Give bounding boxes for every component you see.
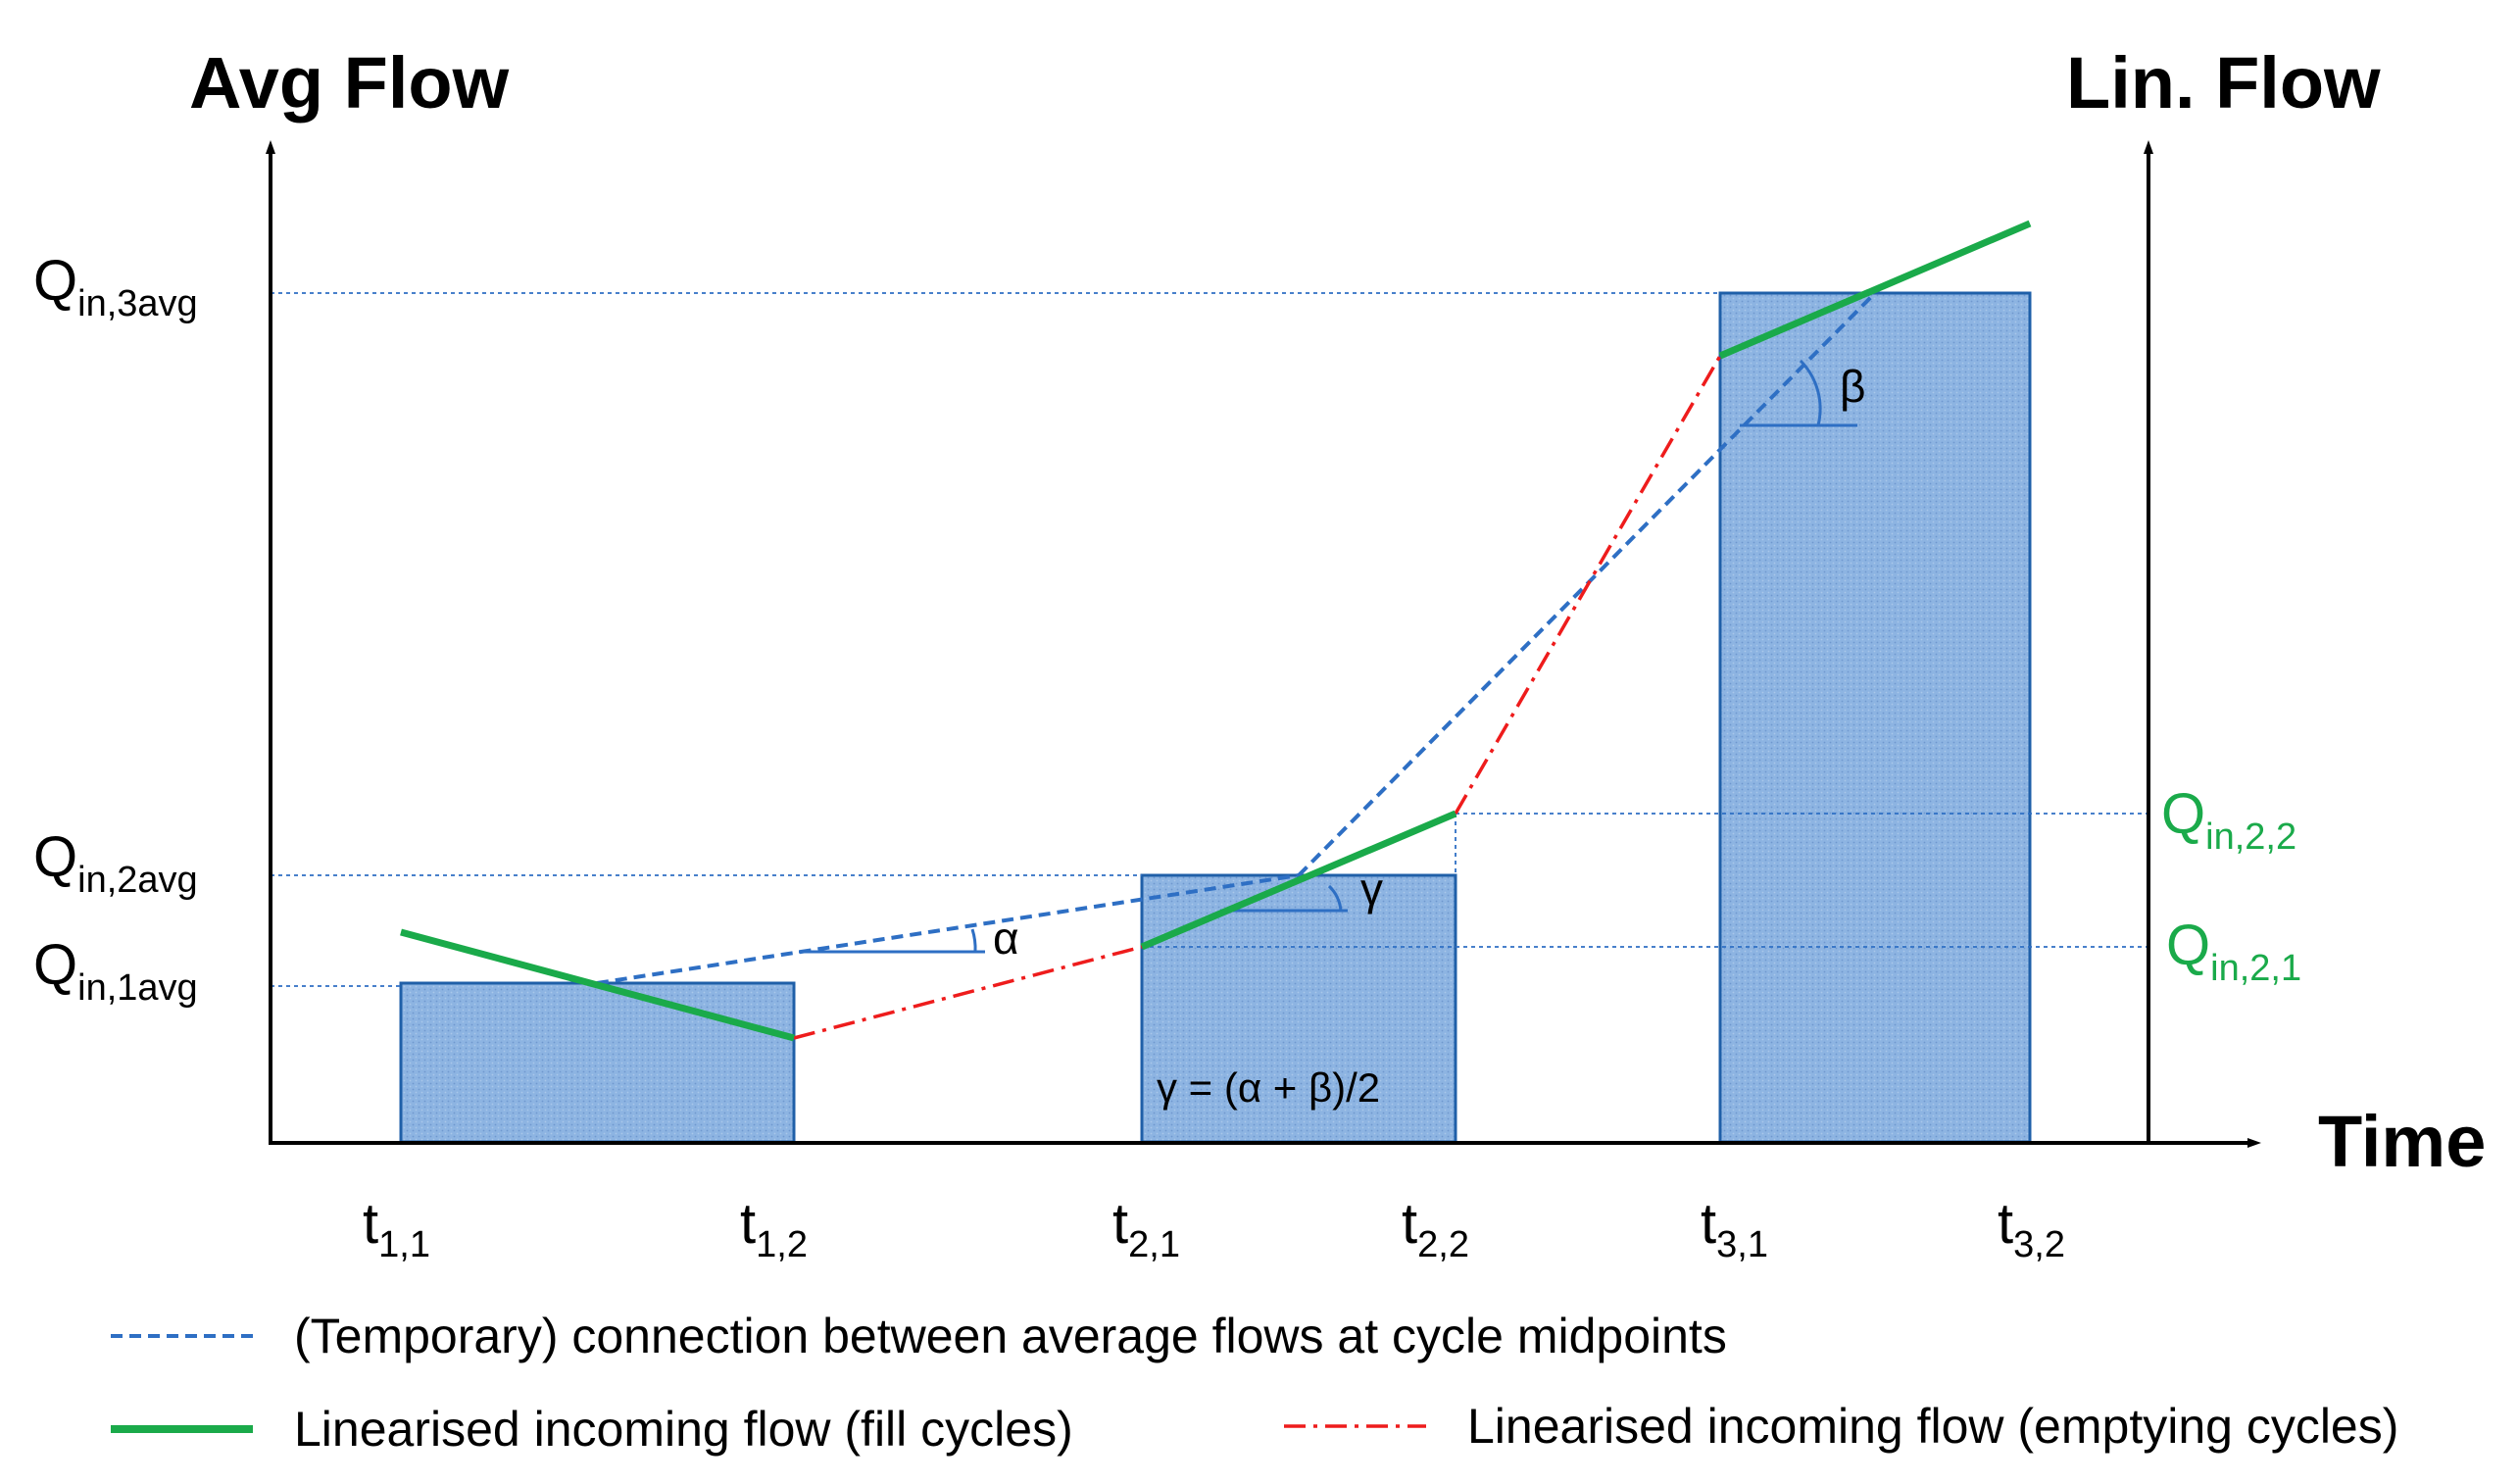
label-q21: Qin,2,1: [2166, 914, 2301, 989]
tick-t22: t2,2: [1402, 1192, 1469, 1265]
fill-lines: [400, 220, 2032, 1042]
tick-t21-main: t: [1112, 1192, 1128, 1256]
bar-cycle-1: [399, 981, 796, 1144]
tick-t11: t1,1: [363, 1192, 430, 1265]
x-axis-title: Time: [2318, 1101, 2486, 1182]
tick-t12: t1,2: [740, 1192, 808, 1265]
midpoint-connections: [596, 291, 1877, 985]
label-q2avg: Qin,2avg: [33, 825, 198, 901]
gamma-label: γ: [1360, 864, 1383, 915]
tick-t22-sub: 2,2: [1417, 1224, 1469, 1265]
right-axis-title: Lin. Flow: [2066, 42, 2381, 124]
label-q1avg: Qin,1avg: [33, 933, 198, 1009]
label-q21-main: Q: [2166, 914, 2210, 977]
emptying-line-1: [793, 945, 1143, 1040]
fill-line-3: [1718, 220, 2032, 360]
gamma-arc: [1327, 884, 1343, 912]
label-q22: Qin,2,2: [2161, 782, 2296, 858]
tick-t32: t3,2: [1998, 1192, 2065, 1265]
tick-t22-main: t: [1402, 1192, 1417, 1256]
legend-green-label: Linearised incoming flow (fill cycles): [294, 1402, 1073, 1457]
label-q3avg-sub: in,3avg: [77, 283, 198, 324]
bar-cycle-3: [1718, 291, 2032, 1144]
beta-label: β: [1840, 361, 1865, 412]
tick-t32-main: t: [1998, 1192, 2013, 1256]
tick-t21-sub: 2,1: [1128, 1224, 1180, 1265]
connection-2-3: [1297, 291, 1877, 877]
legend-dashed-blue-label: (Temporary) connection between average f…: [294, 1309, 1727, 1363]
angle-markers: [799, 359, 1857, 954]
tick-t12-main: t: [740, 1192, 756, 1256]
label-q2avg-main: Q: [33, 825, 77, 889]
tick-t31-sub: 3,1: [1716, 1224, 1768, 1265]
label-q22-sub: in,2,2: [2205, 816, 2296, 858]
gamma-formula: γ = (α + β)/2: [1157, 1064, 1380, 1111]
legend: (Temporary) connection between average f…: [111, 1309, 2398, 1457]
alpha-arc: [970, 928, 977, 953]
reference-lines: [271, 292, 2148, 987]
label-q1avg-main: Q: [33, 933, 77, 997]
fill-line-2: [1140, 810, 1457, 951]
alpha-label: α: [993, 913, 1019, 964]
label-q22-main: Q: [2161, 782, 2205, 846]
fill-line-1: [400, 928, 795, 1042]
label-q3avg-main: Q: [33, 249, 77, 313]
beta-arc: [1799, 359, 1822, 426]
tick-t11-main: t: [363, 1192, 378, 1256]
tick-t21: t2,1: [1112, 1192, 1180, 1265]
connection-1-2: [596, 873, 1300, 985]
label-q1avg-sub: in,1avg: [77, 967, 198, 1009]
tick-t12-sub: 1,2: [756, 1224, 808, 1265]
tick-t31-main: t: [1701, 1192, 1716, 1256]
emptying-line-2: [1454, 355, 1722, 815]
tick-t11-sub: 1,1: [378, 1224, 430, 1265]
left-axis-title: Avg Flow: [189, 42, 510, 124]
tick-t32-sub: 3,2: [2013, 1224, 2065, 1265]
label-q21-sub: in,2,1: [2210, 948, 2301, 989]
emptying-lines: [793, 355, 1722, 1040]
label-q2avg-sub: in,2avg: [77, 860, 198, 901]
label-q3avg: Qin,3avg: [33, 249, 198, 324]
tick-t31: t3,1: [1701, 1192, 1768, 1265]
legend-red-label: Linearised incoming flow (emptying cycle…: [1467, 1399, 2398, 1454]
bar-cycle-2: [1140, 873, 1457, 1144]
axes: [266, 140, 2261, 1148]
